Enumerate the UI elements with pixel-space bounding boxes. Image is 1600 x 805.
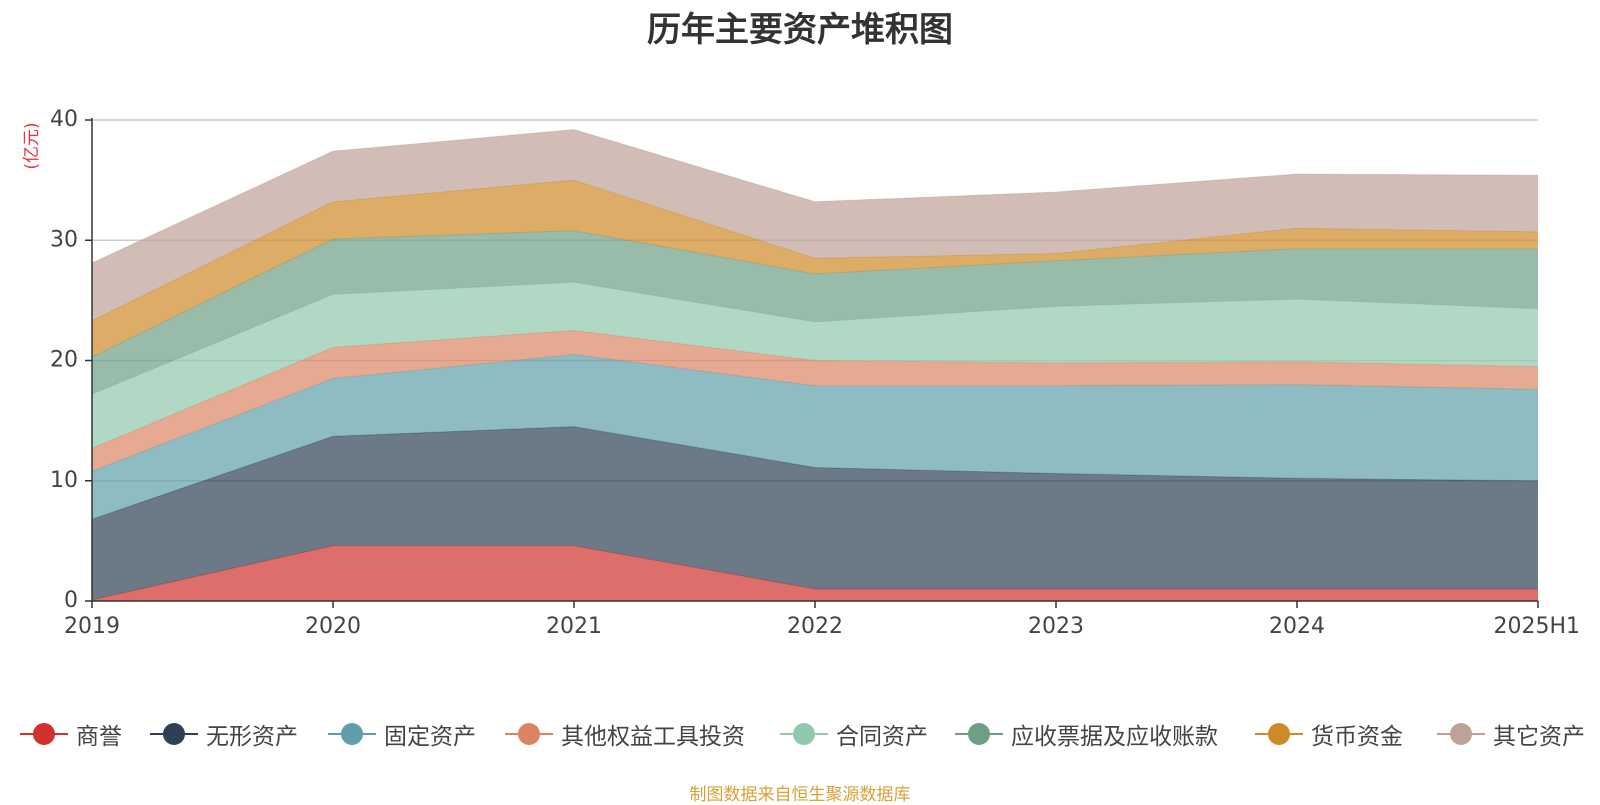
legend-swatch-icon (328, 722, 376, 746)
legend-label: 应收票据及应收账款 (1011, 724, 1218, 750)
legend-item-1[interactable]: 无形资产 (150, 716, 298, 752)
area-series-4[interactable] (92, 282, 1538, 449)
y-tick-label-0: 0 (64, 588, 78, 613)
legend-item-5[interactable]: 应收票据及应收账款 (955, 716, 1218, 752)
area-series-2[interactable] (92, 354, 1538, 520)
area-series-group (91, 129, 1539, 601)
x-tick-label-2021: 2021 (546, 614, 602, 639)
legend-label: 固定资产 (384, 724, 476, 750)
legend-item-4[interactable]: 合同资产 (780, 716, 928, 752)
legend-item-6[interactable]: 货币资金 (1255, 716, 1403, 752)
y-tick-label-40: 40 (50, 107, 78, 132)
legend-item-7[interactable]: 其它资产 (1437, 716, 1585, 752)
source-note: 制图数据来自恒生聚源数据库 (689, 785, 911, 805)
y-tick-label-10: 10 (50, 468, 78, 493)
x-tick-label-2020: 2020 (305, 614, 361, 639)
legend-label: 合同资产 (836, 724, 928, 750)
legend-label: 其它资产 (1493, 724, 1585, 750)
legend-item-3[interactable]: 其他权益工具投资 (505, 716, 745, 752)
legend-swatch-icon (1437, 722, 1485, 746)
x-tick-label-2025H1: 2025H1 (1493, 614, 1580, 639)
legend-swatch-icon (780, 722, 828, 746)
legend-label: 其他权益工具投资 (561, 724, 745, 750)
area-series-5[interactable] (92, 230, 1538, 395)
x-tick-label-2024: 2024 (1269, 614, 1325, 639)
area-series-1[interactable] (92, 426, 1538, 600)
axes: 0 10 20 30 40 2019 2020 2021 2022 2023 2024 2025H1 (50, 107, 1580, 639)
area-series-0[interactable] (92, 545, 1538, 601)
y-tick-label-20: 20 (50, 348, 78, 373)
legend-swatch-icon (505, 722, 553, 746)
legend-swatch-icon (955, 722, 1003, 746)
legend-swatch-icon (150, 722, 198, 746)
legend-swatch-icon (20, 722, 68, 746)
area-series-3[interactable] (92, 330, 1538, 472)
area-series-7[interactable] (92, 129, 1538, 321)
legend-label: 无形资产 (206, 724, 298, 750)
area-edge-7 (91, 129, 1539, 264)
legend-label: 货币资金 (1311, 724, 1403, 750)
x-tick-label-2023: 2023 (1028, 614, 1084, 639)
legend: 商誉 无形资产 固定资产 其他权益工具投资 合同资产 应收票据及应收账款 货币资金 其它资产 (0, 716, 1600, 752)
y-axis-title: (亿元) (22, 122, 42, 169)
chart-title: 历年主要资产堆积图 (647, 10, 953, 50)
x-tick-label-2022: 2022 (787, 614, 843, 639)
legend-label: 商誉 (76, 724, 122, 750)
legend-swatch-icon (1255, 722, 1303, 746)
legend-item-0[interactable]: 商誉 (20, 716, 122, 752)
area-series-6[interactable] (92, 180, 1538, 357)
y-tick-label-30: 30 (50, 227, 78, 252)
legend-item-2[interactable]: 固定资产 (328, 716, 476, 752)
x-tick-label-2019: 2019 (64, 614, 120, 639)
